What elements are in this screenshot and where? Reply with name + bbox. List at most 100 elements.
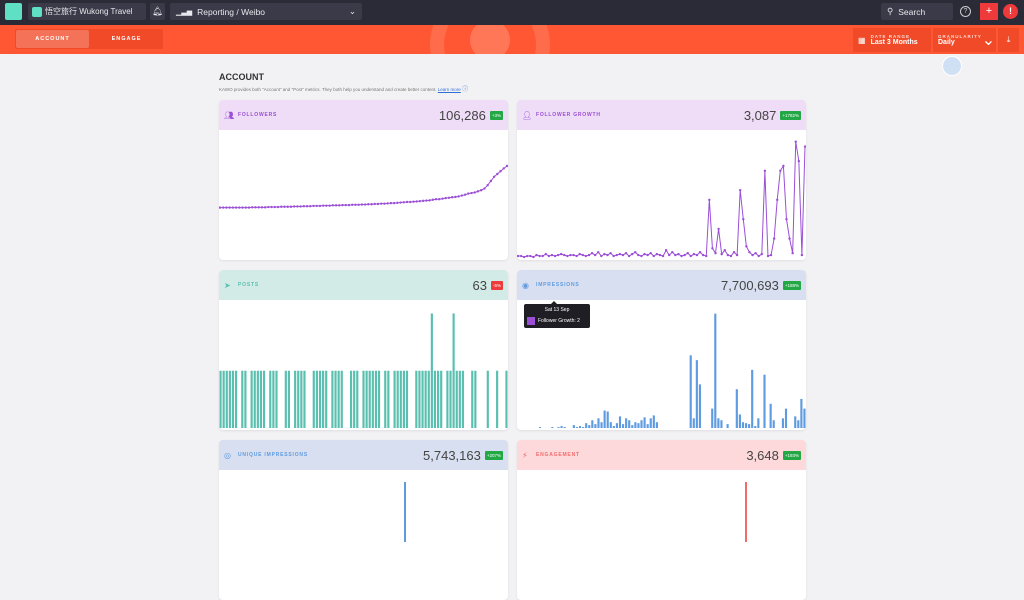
metric-card-follower-growth[interactable]: 👤︎ FOLLOWER GROWTH 3,087 +1782% bbox=[517, 100, 806, 260]
data-point[interactable] bbox=[782, 164, 785, 168]
data-point[interactable] bbox=[292, 205, 296, 208]
data-bar[interactable] bbox=[228, 370, 231, 428]
data-bar[interactable] bbox=[368, 370, 371, 428]
data-bar[interactable] bbox=[436, 370, 440, 428]
data-point[interactable] bbox=[438, 198, 441, 201]
data-point[interactable] bbox=[441, 197, 444, 200]
data-point[interactable] bbox=[621, 253, 625, 257]
data-point[interactable] bbox=[572, 253, 575, 257]
data-point[interactable] bbox=[720, 252, 723, 256]
data-point[interactable] bbox=[664, 249, 668, 252]
data-bar[interactable] bbox=[698, 384, 702, 428]
data-bar[interactable] bbox=[628, 420, 631, 428]
data-point[interactable] bbox=[569, 253, 572, 257]
data-point[interactable] bbox=[357, 203, 360, 206]
data-point[interactable] bbox=[399, 201, 402, 204]
search-button[interactable]: ⚲ Search bbox=[881, 3, 953, 20]
data-bar[interactable] bbox=[625, 418, 628, 428]
notifications-button[interactable]: 🔔︎ bbox=[150, 3, 165, 20]
data-bar[interactable] bbox=[741, 422, 745, 428]
data-point[interactable] bbox=[590, 251, 594, 255]
metric-card-engagement[interactable]: ⚡︎ ENGAGEMENT 3,648 +193% bbox=[517, 440, 806, 600]
data-point[interactable] bbox=[581, 253, 585, 257]
data-point[interactable] bbox=[476, 190, 480, 193]
data-bar[interactable] bbox=[393, 370, 396, 428]
granularity-selector[interactable]: GRANULARITY Daily ⌄ bbox=[933, 28, 996, 52]
data-bar[interactable] bbox=[618, 416, 622, 428]
card-chart[interactable] bbox=[219, 300, 508, 430]
data-point[interactable] bbox=[421, 199, 425, 203]
data-point[interactable] bbox=[686, 251, 689, 255]
data-bar[interactable] bbox=[315, 370, 318, 428]
data-point[interactable] bbox=[526, 254, 529, 258]
data-bar[interactable] bbox=[649, 418, 652, 428]
metric-card-unique-impressions[interactable]: ◎ UNIQUE IMPRESSIONS 5,743,163 +207% bbox=[219, 440, 508, 600]
data-bar[interactable] bbox=[256, 370, 259, 428]
data-point[interactable] bbox=[618, 252, 622, 256]
data-bar[interactable] bbox=[496, 370, 499, 428]
card-chart[interactable] bbox=[517, 470, 806, 600]
data-point[interactable] bbox=[254, 206, 257, 209]
data-point[interactable] bbox=[803, 145, 806, 148]
data-bar[interactable] bbox=[446, 370, 449, 428]
data-point[interactable] bbox=[785, 218, 788, 221]
data-bar[interactable] bbox=[399, 370, 402, 428]
data-point[interactable] bbox=[788, 237, 791, 240]
data-point[interactable] bbox=[532, 255, 535, 259]
data-point[interactable] bbox=[428, 199, 431, 202]
data-bar[interactable] bbox=[797, 420, 800, 428]
data-bar[interactable] bbox=[250, 370, 253, 428]
data-point[interactable] bbox=[260, 206, 264, 209]
data-point[interactable] bbox=[609, 251, 612, 255]
data-point[interactable] bbox=[276, 205, 280, 209]
data-point[interactable] bbox=[315, 204, 318, 208]
data-point[interactable] bbox=[338, 204, 341, 207]
data-bar[interactable] bbox=[772, 420, 775, 428]
data-point[interactable] bbox=[463, 193, 467, 196]
data-point[interactable] bbox=[415, 200, 418, 203]
data-point[interactable] bbox=[729, 254, 733, 258]
data-bar[interactable] bbox=[800, 398, 803, 428]
data-bar[interactable] bbox=[643, 417, 646, 428]
data-bar[interactable] bbox=[396, 370, 399, 428]
data-point[interactable] bbox=[714, 251, 717, 255]
data-bar[interactable] bbox=[735, 389, 738, 428]
data-bar[interactable] bbox=[356, 370, 359, 428]
data-point[interactable] bbox=[695, 253, 699, 257]
data-bar[interactable] bbox=[225, 370, 228, 428]
data-point[interactable] bbox=[677, 252, 680, 256]
data-bar[interactable] bbox=[433, 370, 437, 428]
data-bar[interactable] bbox=[557, 427, 560, 428]
data-point[interactable] bbox=[328, 204, 331, 207]
data-point[interactable] bbox=[553, 254, 557, 258]
data-point[interactable] bbox=[519, 254, 523, 258]
data-bar[interactable] bbox=[652, 415, 655, 428]
data-point[interactable] bbox=[325, 204, 328, 207]
data-bar[interactable] bbox=[582, 427, 585, 428]
data-bar[interactable] bbox=[637, 423, 640, 428]
data-point[interactable] bbox=[529, 254, 532, 258]
data-bar[interactable] bbox=[374, 370, 378, 428]
data-bar[interactable] bbox=[748, 424, 751, 428]
app-logo[interactable] bbox=[5, 3, 22, 20]
data-point[interactable] bbox=[396, 201, 399, 205]
data-point[interactable] bbox=[726, 253, 730, 257]
section-dropdown[interactable]: ▁▃▅ Reporting / Weibo ⌄ bbox=[170, 3, 362, 20]
data-bar[interactable] bbox=[695, 360, 698, 428]
data-point[interactable] bbox=[751, 253, 754, 257]
data-bar[interactable] bbox=[404, 482, 406, 542]
data-point[interactable] bbox=[615, 253, 618, 257]
data-point[interactable] bbox=[757, 254, 760, 258]
data-point[interactable] bbox=[637, 253, 640, 257]
data-bar[interactable] bbox=[318, 370, 322, 428]
data-bar[interactable] bbox=[377, 370, 381, 428]
data-point[interactable] bbox=[717, 227, 720, 231]
data-bar[interactable] bbox=[600, 422, 603, 428]
data-bar[interactable] bbox=[606, 411, 609, 428]
data-point[interactable] bbox=[544, 252, 547, 256]
data-bar[interactable] bbox=[794, 416, 797, 428]
data-point[interactable] bbox=[299, 205, 302, 208]
data-point[interactable] bbox=[431, 198, 435, 201]
data-point[interactable] bbox=[563, 253, 566, 257]
data-point[interactable] bbox=[489, 179, 493, 183]
